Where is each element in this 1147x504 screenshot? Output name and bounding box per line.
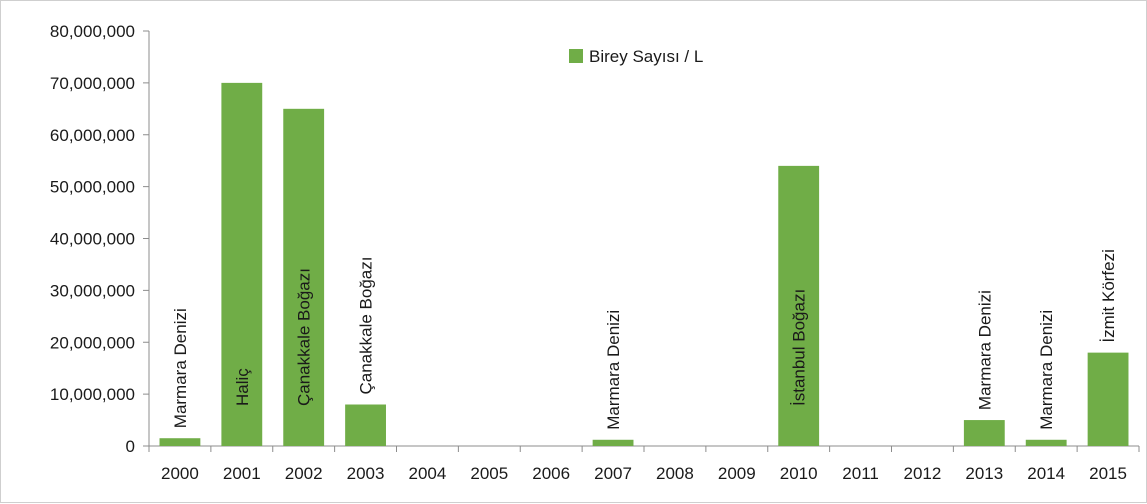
legend-swatch bbox=[569, 49, 583, 63]
bar-data-label: Marmara Denizi bbox=[1037, 310, 1056, 430]
x-tick-label: 2003 bbox=[347, 464, 385, 483]
x-tick-label: 2014 bbox=[1027, 464, 1065, 483]
bar-data-label: Marmara Denizi bbox=[975, 290, 994, 410]
bar bbox=[1087, 352, 1129, 446]
x-tick-label: 2005 bbox=[470, 464, 508, 483]
x-tick-label: 2006 bbox=[532, 464, 570, 483]
bar-data-label: Çanakkale Boğazı bbox=[357, 257, 376, 395]
x-tick-label: 2009 bbox=[718, 464, 756, 483]
bar-data-label: İzmit Körfezi bbox=[1099, 249, 1118, 343]
bar bbox=[963, 420, 1005, 446]
y-tick-label: 50,000,000 bbox=[50, 178, 135, 197]
bar bbox=[221, 82, 263, 446]
x-tick-label: 2012 bbox=[904, 464, 942, 483]
y-tick-label: 40,000,000 bbox=[50, 230, 135, 249]
legend-label: Birey Sayısı / L bbox=[589, 47, 703, 66]
y-tick-label: 10,000,000 bbox=[50, 385, 135, 404]
x-tick-label: 2013 bbox=[965, 464, 1003, 483]
x-tick-label: 2015 bbox=[1089, 464, 1127, 483]
x-tick-label: 2000 bbox=[161, 464, 199, 483]
bar bbox=[778, 165, 820, 446]
y-tick-label: 30,000,000 bbox=[50, 281, 135, 300]
bar-data-label: Marmara Denizi bbox=[171, 308, 190, 428]
x-tick-label: 2002 bbox=[285, 464, 323, 483]
x-tick-label: 2010 bbox=[780, 464, 818, 483]
x-tick-label: 2001 bbox=[223, 464, 261, 483]
bar-data-label: İstanbul Boğazı bbox=[790, 289, 809, 406]
x-tick-label: 2011 bbox=[842, 464, 879, 483]
bar-data-label: Çanakkale Boğazı bbox=[295, 268, 314, 406]
x-tick-label: 2008 bbox=[656, 464, 694, 483]
x-tick-label: 2007 bbox=[594, 464, 632, 483]
x-tick-label: 2004 bbox=[409, 464, 447, 483]
y-tick-label: 80,000,000 bbox=[50, 22, 135, 41]
bar bbox=[283, 108, 325, 446]
y-tick-label: 20,000,000 bbox=[50, 333, 135, 352]
bar bbox=[592, 439, 634, 446]
y-tick-label: 60,000,000 bbox=[50, 126, 135, 145]
bar bbox=[1025, 439, 1067, 446]
bar-data-label: Haliç bbox=[233, 368, 252, 406]
bar bbox=[159, 438, 201, 446]
y-tick-label: 0 bbox=[126, 437, 135, 456]
bar bbox=[345, 404, 386, 446]
y-tick-label: 70,000,000 bbox=[50, 74, 135, 93]
bar-data-label: Marmara Denizi bbox=[604, 310, 623, 430]
